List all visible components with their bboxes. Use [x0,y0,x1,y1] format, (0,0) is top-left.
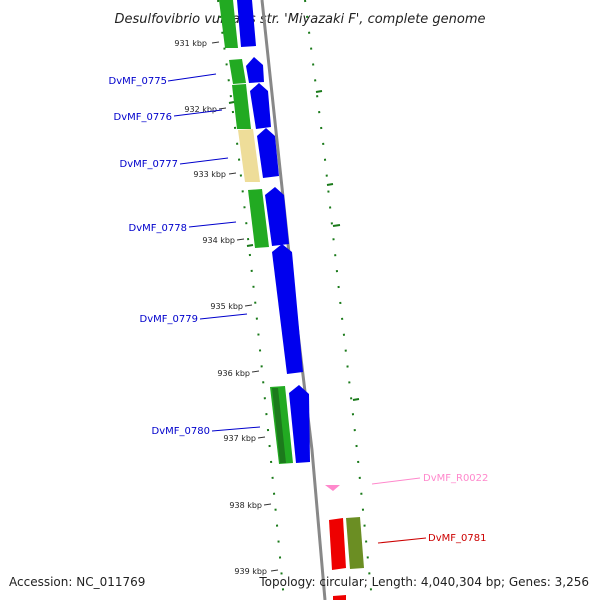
gene-label-0781: DvMF_0781 [428,533,486,544]
leader-0781 [377,537,427,544]
gene-label-r0022: DvMF_R0022 [423,473,488,484]
tick-label-936: 936 kbp [217,369,250,378]
cds-forward-0776 [250,83,271,129]
gene-label-0780: DvMF_0780 [152,426,210,437]
leader-0776 [173,109,223,117]
map-title: Desulfovibrio vulgaris str. 'Miyazaki F'… [114,12,485,27]
cds-forward-0777 [257,128,279,178]
tick-label-931: 931 kbp [174,39,207,48]
cog-block-0776 [232,84,251,129]
gene-label-0779: DvMF_0779 [140,314,198,325]
tick-label-938: 938 kbp [229,501,262,510]
gc-skew-peaks [228,90,360,401]
tick-label-933: 933 kbp [193,170,226,179]
cds-forward-0778 [265,187,289,246]
cds-forward-0779 [272,244,303,374]
leader-0778 [188,221,237,228]
leader-0777 [179,157,229,165]
gene-label-0778: DvMF_0778 [129,223,187,234]
topology-text: Topology: circular; Length: 4,040,304 bp… [258,575,589,589]
cog-block-0778 [248,189,269,248]
leader-0780 [211,426,261,432]
tick-label-937: 937 kbp [223,434,256,443]
cog-block-0777 [238,129,260,182]
gene-label-0775: DvMF_0775 [109,76,167,87]
gc-skew-track-left [217,0,285,600]
cds-forward-0780 [289,385,310,463]
tick-label-939: 939 kbp [234,567,267,576]
rna-r0022-marker [325,485,340,491]
tick-label-932: 932 kbp [184,105,217,114]
tick-label-934: 934 kbp [202,236,235,245]
cds-reverse-0781 [329,518,346,570]
cds-forward-0775 [246,57,264,83]
cog-block-0774 [219,0,238,48]
cog-block-0775 [229,59,246,84]
gene-label-0777: DvMF_0777 [120,159,178,170]
tick-label-935: 935 kbp [210,302,243,311]
cog-block-0780-shade [272,388,286,463]
cds-forward-0774 [237,0,256,47]
gc-skew-track-right [304,0,373,600]
cog-block-0781 [346,517,364,569]
leader-0775 [167,73,217,82]
cds-reverse-0782 [333,595,346,600]
leader-r0022 [371,477,421,485]
ruler-ticks [211,41,279,572]
leader-0779 [199,313,248,320]
gene-label-0776: DvMF_0776 [114,112,172,123]
accession-text: Accession: NC_011769 [9,575,145,589]
